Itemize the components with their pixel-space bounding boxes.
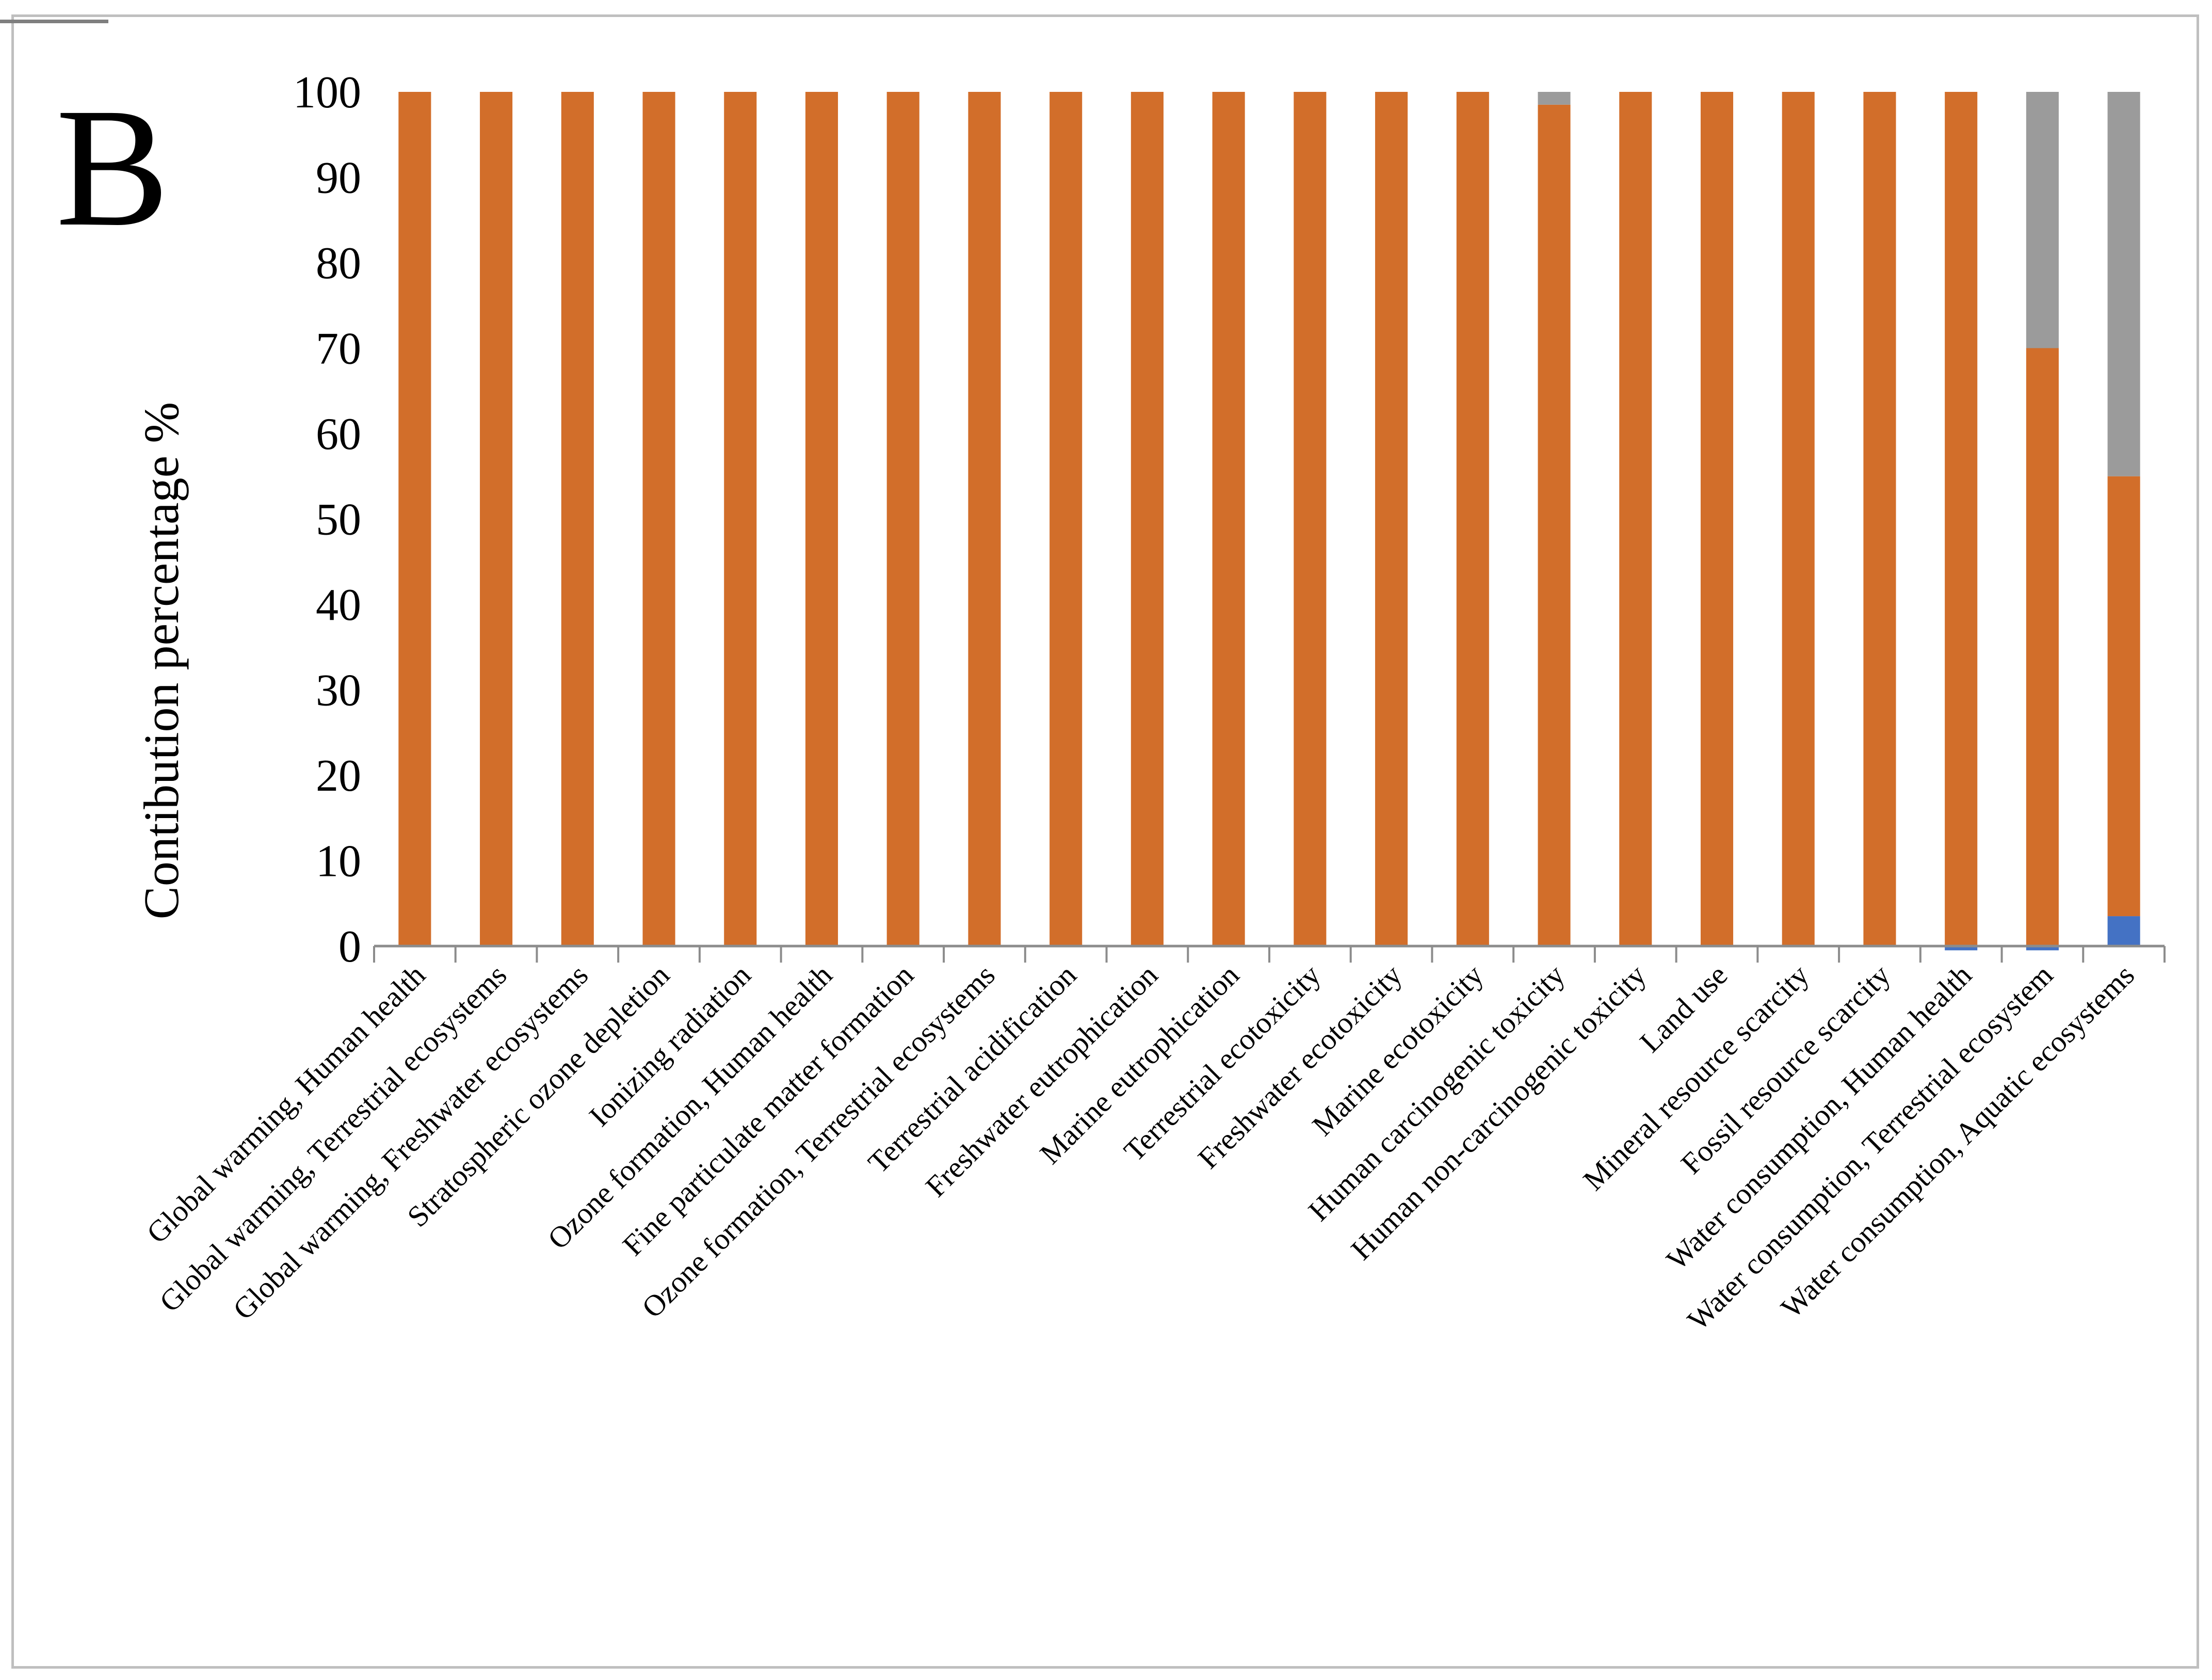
y-axis-label: Contibution percentage %: [134, 402, 189, 919]
bar-segment-orange: [2107, 476, 2140, 917]
bar-segment-blue: [1945, 946, 1978, 951]
y-tick-label: 30: [316, 666, 361, 716]
y-tick-label: 40: [316, 580, 361, 630]
figure-frame: [11, 14, 2199, 1669]
bar-segment-blue: [2107, 916, 2140, 946]
bar-segment-orange: [805, 92, 838, 946]
bar-segment-orange: [1050, 92, 1083, 946]
y-tick-label: 60: [316, 409, 361, 459]
bar-segment-orange: [886, 92, 919, 946]
bar-segment-orange: [1619, 92, 1652, 946]
y-tick-label: 80: [316, 238, 361, 289]
bar-segment-orange: [968, 92, 1001, 946]
bar-segment-orange: [1538, 104, 1571, 947]
bar-segment-gray: [1538, 92, 1571, 105]
bar-segment-gray: [2107, 92, 2140, 476]
x-category-label: Human non-carcinogenic toxicity: [1344, 958, 1652, 1266]
y-tick-label: 20: [316, 751, 361, 801]
x-category-label: Fine particulate matter formation: [616, 958, 920, 1262]
bar-segment-orange: [561, 92, 594, 946]
bar-segment-orange: [724, 92, 757, 946]
bar-segment-orange: [1782, 92, 1815, 946]
bar-segment-orange: [1945, 92, 1978, 946]
bars-layer: [398, 92, 2140, 951]
y-tick-label: 0: [338, 922, 361, 972]
x-category-label: Global warming, Terrestrial ecosystems: [153, 958, 513, 1318]
y-tick-label: 50: [316, 495, 361, 545]
bar-segment-orange: [2026, 348, 2059, 946]
panel-label: B: [56, 73, 170, 262]
bar-segment-orange: [1294, 92, 1327, 946]
bar-segment-orange: [1863, 92, 1896, 946]
bar-segment-blue: [2026, 946, 2059, 951]
bar-segment-orange: [1212, 92, 1245, 946]
bar-segment-orange: [1456, 92, 1489, 946]
y-tick-label: 100: [293, 68, 361, 118]
bar-segment-orange: [1131, 92, 1164, 946]
bar-segment-orange: [480, 92, 513, 946]
y-axis: 0 10 20 30 40 50 60 70 80 90 100: [293, 68, 361, 972]
y-tick-label: 90: [316, 153, 361, 203]
bar-segment-orange: [642, 92, 675, 946]
bar-segment-orange: [1700, 92, 1734, 946]
bar-segment-orange: [1375, 92, 1408, 946]
y-tick-label: 10: [316, 837, 361, 887]
top-edge-line: [0, 20, 108, 23]
x-category-label: Global warming, Freshwater ecosystems: [227, 958, 594, 1326]
bar-segment-gray: [2026, 92, 2059, 348]
bar-segment-orange: [398, 92, 431, 946]
y-tick-label: 70: [316, 324, 361, 374]
